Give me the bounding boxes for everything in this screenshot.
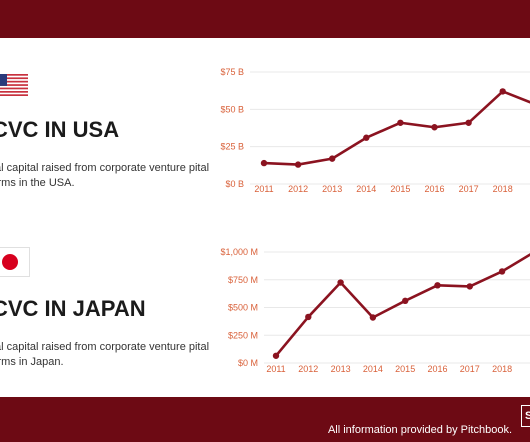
x-tick-label: 2014	[363, 364, 383, 374]
grid-lines	[264, 251, 530, 364]
x-tick-label: 2017	[460, 364, 480, 374]
x-tick-label: 2013	[322, 184, 342, 194]
y-tick-label: $500 M	[228, 303, 258, 313]
x-tick-label: 2018	[493, 184, 513, 194]
x-tick-label: 2011	[254, 184, 273, 194]
data-point	[363, 134, 370, 141]
x-tick-label: 2015	[390, 184, 410, 194]
y-tick-label: $750 M	[228, 275, 258, 285]
japan-flag-icon	[0, 247, 30, 277]
data-point	[329, 155, 336, 162]
x-tick-label: 2017	[459, 184, 479, 194]
section-description-japan: tal capital raised from corporate ventur…	[0, 341, 210, 368]
header-bar	[0, 0, 530, 38]
data-point	[498, 268, 506, 275]
data-point	[260, 159, 268, 167]
data-point	[294, 161, 302, 168]
y-tick-label: $250 M	[228, 330, 258, 340]
data-point	[434, 282, 441, 289]
usa-cvc-line-chart: $0 B $25 B $50 B $75 B 2011 2012 2013 2014 2015 2…	[220, 67, 530, 194]
data-point	[466, 283, 473, 290]
y-tick-label: $50 B	[220, 104, 244, 114]
data-point	[465, 119, 472, 126]
x-tick-label: 2018	[492, 364, 512, 374]
data-point	[431, 124, 438, 131]
footer-attribution: All information provided by Pitchbook.	[327, 424, 512, 436]
data-point	[272, 352, 280, 359]
usa-flag-icon	[0, 74, 28, 96]
x-tick-label: 2012	[288, 184, 308, 194]
x-tick-label: 2013	[331, 364, 351, 374]
japan-cvc-line-chart: $0 M $250 M $500 M $750 M $1,000 M 2011 2012 20…	[220, 247, 530, 374]
x-tick-label: 2011	[266, 364, 285, 374]
y-tick-label: $75 B	[220, 67, 244, 77]
brand-logo-icon: S	[521, 405, 530, 427]
data-point	[397, 119, 404, 126]
grid-lines	[250, 71, 530, 185]
y-tick-label: $0 B	[225, 179, 244, 189]
x-tick-label: 2015	[395, 364, 415, 374]
data-point	[337, 279, 344, 286]
data-point	[305, 313, 312, 321]
section-description-usa: tal capital raised from corporate ventur…	[0, 162, 210, 189]
data-point	[499, 88, 506, 95]
y-tick-label: $0 M	[238, 358, 258, 368]
x-tick-label: 2016	[427, 364, 447, 374]
x-tick-label: 2012	[298, 364, 318, 374]
series-line	[275, 253, 530, 357]
footer-bar	[0, 397, 530, 442]
x-tick-label: 2016	[424, 184, 444, 194]
y-tick-label: $1,000 M	[220, 247, 258, 257]
section-title-japan: CVC IN JAPAN	[0, 296, 146, 321]
series-line	[263, 90, 530, 166]
y-tick-label: $25 B	[220, 142, 244, 152]
data-point	[402, 297, 409, 305]
data-point	[369, 314, 377, 321]
section-title-usa: CVC IN USA	[0, 117, 120, 142]
x-tick-label: 2014	[356, 184, 376, 194]
